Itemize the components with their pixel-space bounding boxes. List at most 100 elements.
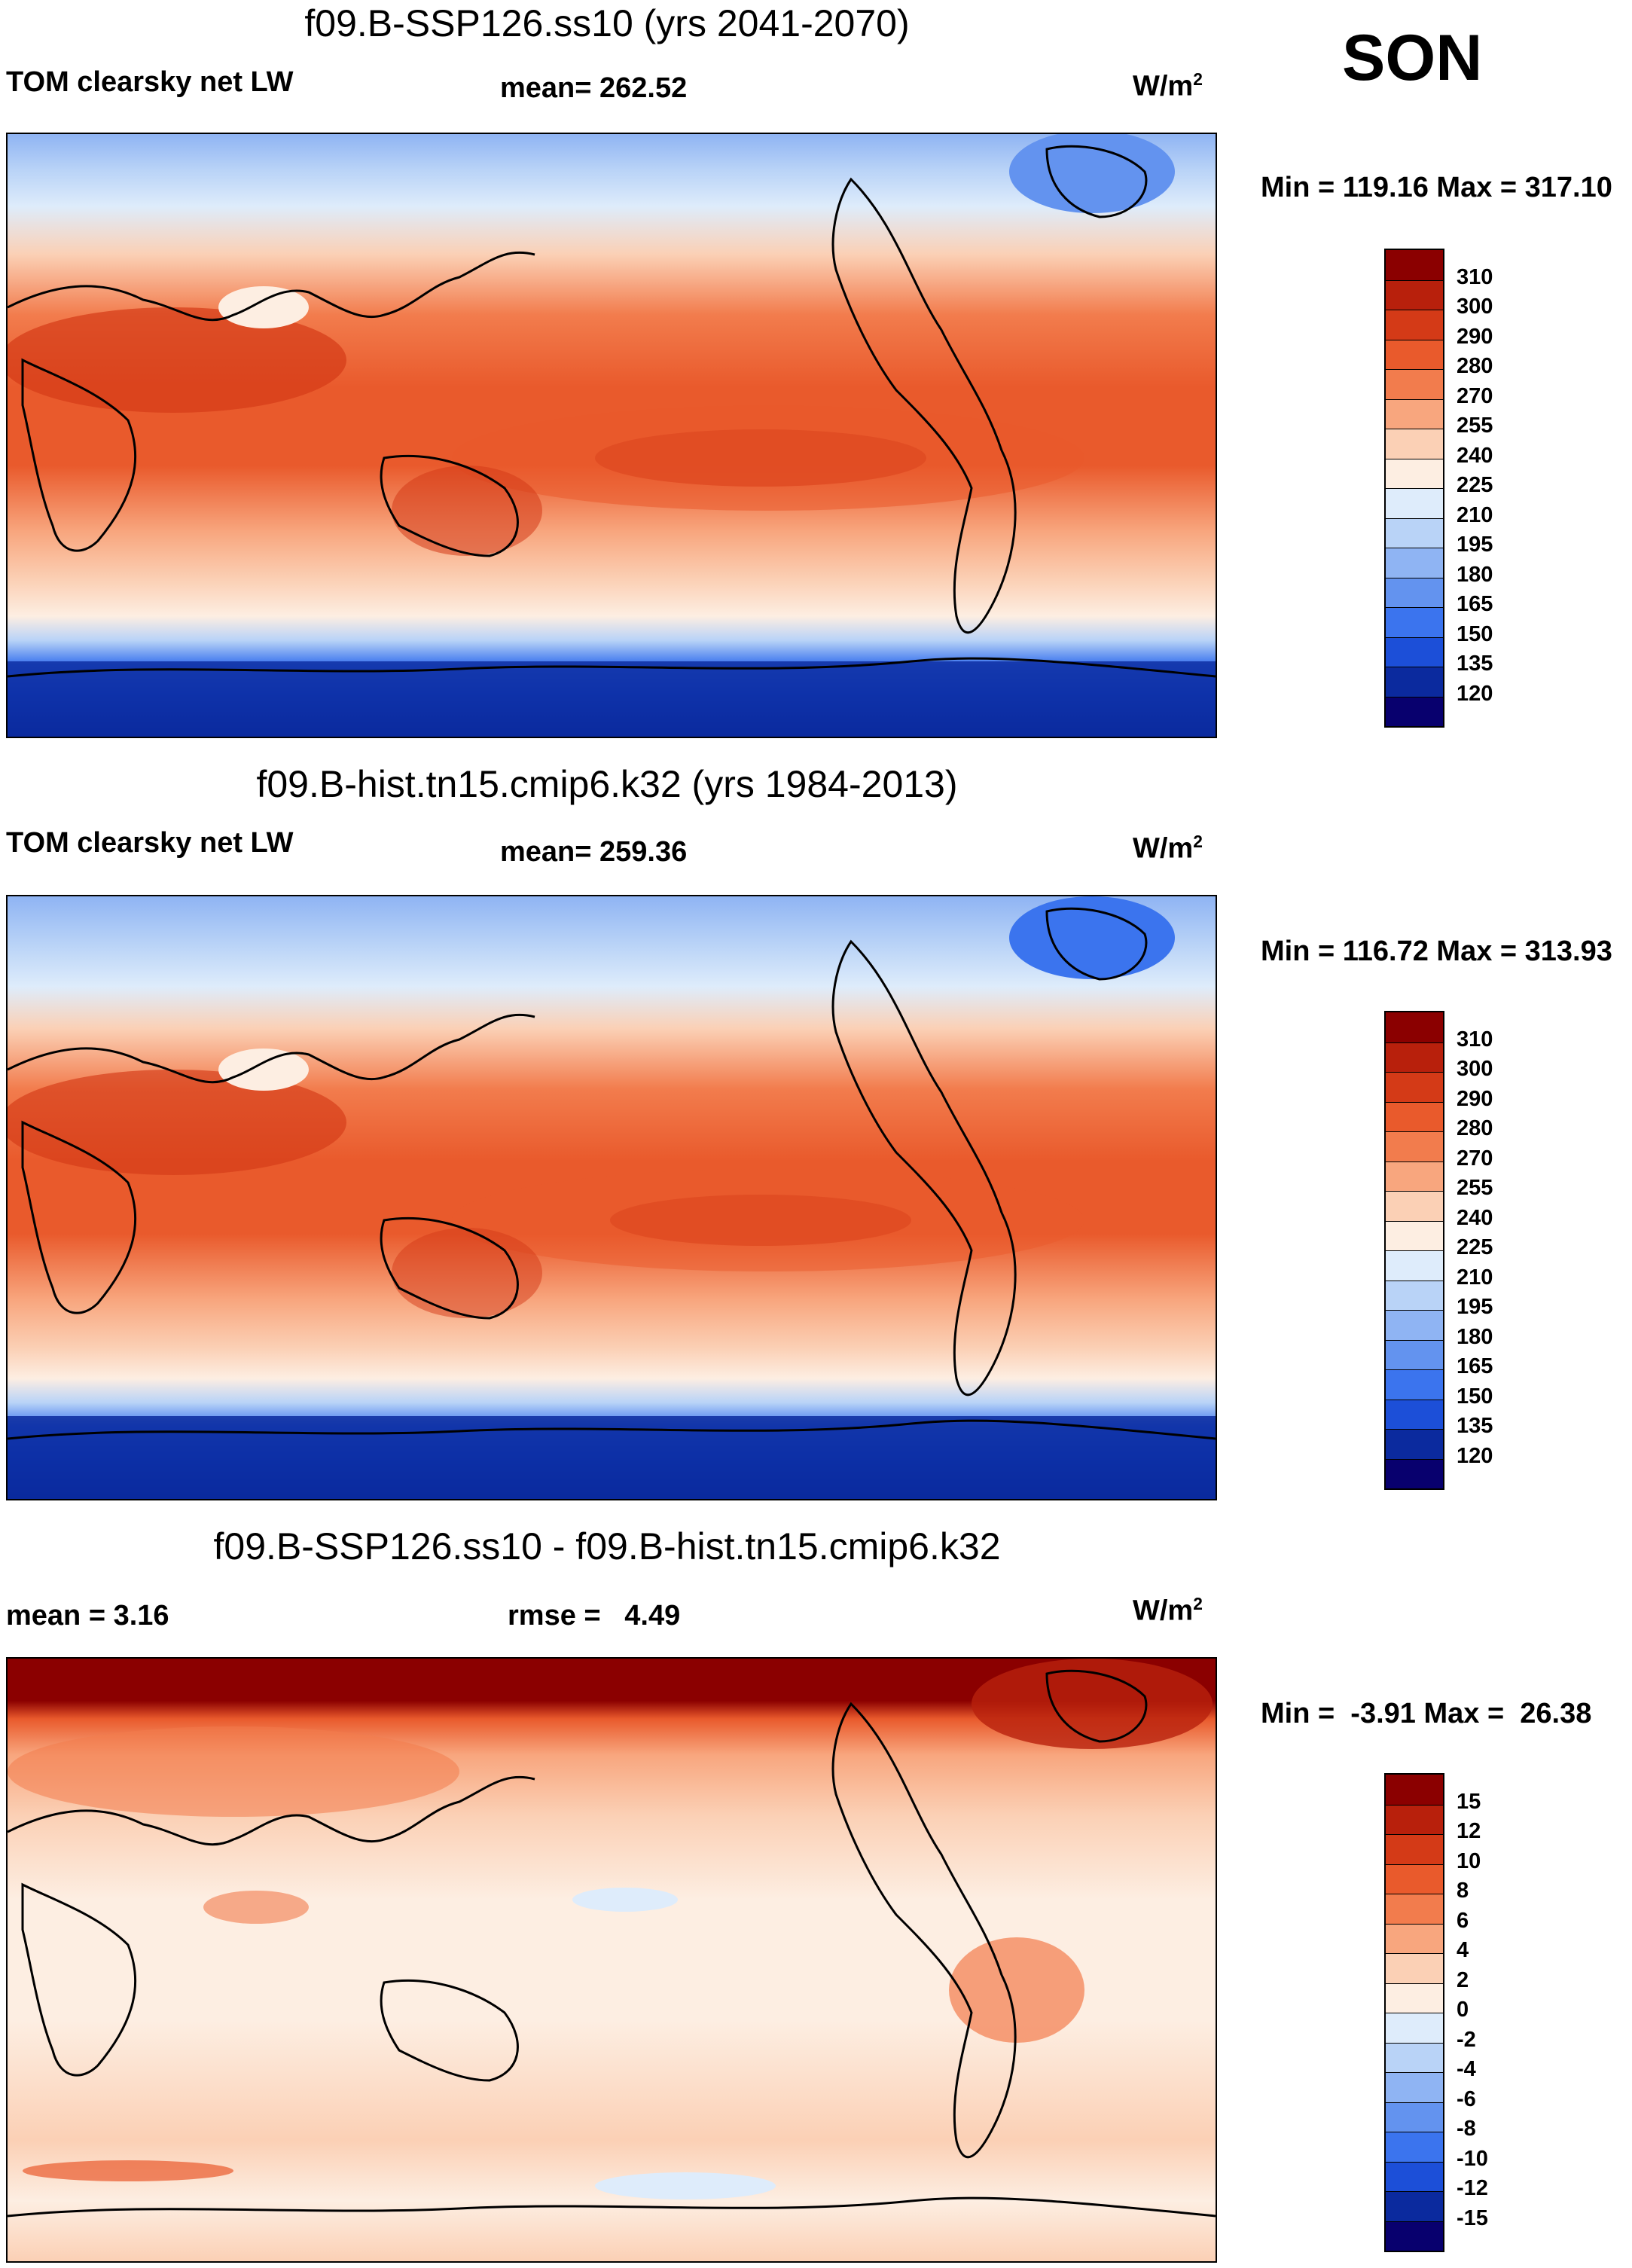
panel1-colorbar-tick-label: 290: [1457, 324, 1493, 349]
panel2-colorbar: [1384, 1011, 1444, 1490]
panel1-colorbar-segment: [1386, 429, 1443, 459]
panel1-colorbar-segment: [1386, 369, 1443, 399]
panel2-colorbar-segment: [1386, 1161, 1443, 1191]
panel2-colorbar-segment: [1386, 1369, 1443, 1400]
panel2-colorbar-tick-label: 300: [1457, 1057, 1493, 1081]
panel1-colorbar-segment: [1386, 696, 1443, 726]
panel3-colorbar-tick-label: -12: [1457, 2176, 1488, 2200]
panel2-minmax: Min = 116.72 Max = 313.93: [1261, 936, 1612, 967]
panel1-colorbar-tick-label: 195: [1457, 533, 1493, 557]
panel1-colorbar-tick-label: 255: [1457, 414, 1493, 438]
panel3-colorbar-tick-label: -4: [1457, 2057, 1476, 2081]
panel1-minmax: Min = 119.16 Max = 317.10: [1261, 172, 1612, 203]
panel1-colorbar-segment: [1386, 607, 1443, 637]
panel1-colorbar-tick-label: 180: [1457, 562, 1493, 587]
panel3-colorbar-tick-label: 6: [1457, 1908, 1469, 1933]
panel1-colorbar-segment: [1386, 310, 1443, 340]
panel2-greenland-cold: [1009, 896, 1175, 979]
panel2-colorbar-tick-label: 310: [1457, 1027, 1493, 1052]
panel3-rmse-label: rmse = 4.49: [508, 1600, 681, 1632]
panel1-colorbar-tick-label: 135: [1457, 652, 1493, 676]
panel3-arctic-warm: [972, 1659, 1213, 1749]
panel2-colorbar-segment: [1386, 1458, 1443, 1488]
panel3-amazon-warm: [949, 1937, 1084, 2043]
panel1-colorbar-segment: [1386, 667, 1443, 697]
panel1-map: [6, 133, 1217, 738]
panel1-coastlines: [8, 145, 1216, 678]
panel1-antarctic-cold: [8, 661, 1216, 737]
panel3-colorbar-segment: [1386, 1834, 1443, 1864]
panel1-colorbar-segment: [1386, 279, 1443, 310]
panel3-map: [6, 1657, 1217, 2263]
panel3-colorbar-segment: [1386, 1923, 1443, 1953]
panel3-colorbar-segment: [1386, 2161, 1443, 2191]
panel2-title: f09.B-hist.tn15.cmip6.k32 (yrs 1984-2013…: [256, 763, 958, 805]
panel3-colorbar-tick-label: 15: [1457, 1789, 1481, 1814]
panel2-colorbar-tick-label: 150: [1457, 1384, 1493, 1409]
panel2-colorbar-segment: [1386, 1310, 1443, 1340]
panel3-colorbar-tick-label: -2: [1457, 2027, 1476, 2052]
panel3-colorbar: [1384, 1773, 1444, 2252]
panel1-colorbar-segment: [1386, 488, 1443, 518]
panel2-colorbar-tick-label: 225: [1457, 1235, 1493, 1259]
panel1-variable-label: TOM clearsky net LW: [6, 66, 294, 98]
panel3-colorbar-tick-label: 12: [1457, 1819, 1481, 1843]
panel2-colorbar-segment: [1386, 1339, 1443, 1369]
panel1-colorbar-tick-label: 270: [1457, 383, 1493, 408]
panel3-coastlines: [8, 1669, 1216, 2218]
panel1-sahara-warm: [8, 307, 346, 413]
panel2-colorbar-segment: [1386, 1399, 1443, 1429]
panel1-colorbar-segment: [1386, 250, 1443, 280]
panel1-pacific-warm-band: [452, 405, 1084, 511]
panel3-colorbar-tick-label: 0: [1457, 1998, 1469, 2022]
panel3-colorbar-segment: [1386, 2221, 1443, 2251]
panel3-colorbar-segment: [1386, 2102, 1443, 2132]
panel1-colorbar-segment: [1386, 398, 1443, 429]
panel3-colorbar-segment: [1386, 2191, 1443, 2221]
panel2-colorbar-tick-label: 270: [1457, 1146, 1493, 1171]
panel2-colorbar-segment: [1386, 1220, 1443, 1250]
panel1-colorbar-segment: [1386, 517, 1443, 548]
panel2-coastlines: [8, 907, 1216, 1440]
panel3-colorbar-tick-label: 8: [1457, 1879, 1469, 1903]
panel1-colorbar-segment: [1386, 548, 1443, 578]
panel2-colorbar-tick-label: 240: [1457, 1205, 1493, 1230]
panel3-colorbar-segment: [1386, 1983, 1443, 2013]
panel1-colorbar-tick-label: 310: [1457, 264, 1493, 289]
panel3-colorbar-tick-label: 10: [1457, 1848, 1481, 1873]
panel1-colorbar-tick-label: 150: [1457, 621, 1493, 646]
panel2-sahara-warm: [8, 1070, 346, 1175]
panel3-indian-warm: [203, 1891, 309, 1924]
panel1-colorbar-tick-label: 280: [1457, 354, 1493, 378]
panel1-colorbar-tick-label: 120: [1457, 681, 1493, 706]
panel1-colorbar: [1384, 249, 1444, 728]
panel3-colorbar-tick-label: -6: [1457, 2086, 1476, 2111]
panel1-australia-warm: [392, 466, 542, 556]
panel1-greenland-cold: [1009, 134, 1175, 213]
panel3-colorbar-segment: [1386, 1953, 1443, 1983]
panel2-colorbar-tick-label: 210: [1457, 1265, 1493, 1290]
panel2-australia-warm: [392, 1228, 542, 1318]
panel2-map: [6, 895, 1217, 1500]
panel2-colorbar-tick-label: 280: [1457, 1116, 1493, 1140]
panel3-southern-cool: [595, 2172, 776, 2199]
panel3-colorbar-tick-label: 4: [1457, 1938, 1469, 1962]
panel2-colorbar-tick-label: 165: [1457, 1354, 1493, 1378]
panel2-colorbar-segment: [1386, 1280, 1443, 1310]
panel2-colorbar-tick-label: 135: [1457, 1414, 1493, 1438]
panel1-colorbar-segment: [1386, 339, 1443, 369]
panel2-colorbar-segment: [1386, 1191, 1443, 1221]
panel3-pacific-cool: [572, 1888, 678, 1912]
panel3-colorbar-tick-label: -8: [1457, 2117, 1476, 2141]
panel2-colorbar-tick-label: 180: [1457, 1324, 1493, 1349]
panel3-colorbar-segment: [1386, 2013, 1443, 2043]
panel2-colorbar-segment: [1386, 1101, 1443, 1131]
panel2-colorbar-segment: [1386, 1012, 1443, 1042]
panel1-colorbar-segment: [1386, 636, 1443, 667]
panel2-colorbar-tick-label: 120: [1457, 1443, 1493, 1468]
panel2-colorbar-tick-label: 255: [1457, 1176, 1493, 1200]
panel3-mean-label: mean = 3.16: [6, 1600, 169, 1632]
panel2-units: W/m2: [1133, 832, 1203, 865]
panel3-colorbar-segment: [1386, 2132, 1443, 2162]
panel1-colorbar-tick-label: 165: [1457, 592, 1493, 616]
